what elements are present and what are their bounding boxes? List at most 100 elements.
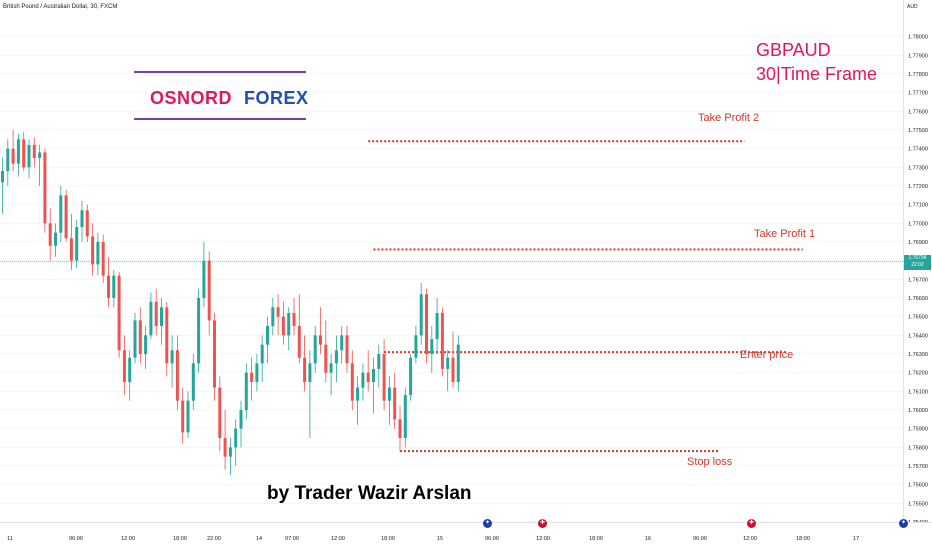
brand-bottom-line bbox=[134, 118, 306, 120]
time-tick-label: 18:00 bbox=[589, 536, 603, 542]
candle bbox=[409, 354, 413, 401]
candle bbox=[425, 288, 428, 364]
candle bbox=[6, 139, 10, 186]
price-tick-label: 1.76500 bbox=[908, 315, 928, 321]
candle-body bbox=[48, 223, 52, 246]
candle-body bbox=[112, 275, 116, 298]
time-axis-scale: 11 06:00 12:00 18:00 22:00 14 07:00 12:00 18:00 1… bbox=[7, 536, 859, 542]
candle bbox=[255, 354, 259, 392]
candle-body bbox=[356, 387, 360, 401]
time-tick-label: 06:00 bbox=[69, 536, 83, 542]
axis-currency: AUD bbox=[907, 4, 918, 10]
candle bbox=[107, 256, 110, 308]
candle bbox=[271, 298, 275, 336]
candle bbox=[75, 219, 79, 269]
candle-body bbox=[435, 312, 439, 340]
candle bbox=[361, 363, 365, 401]
price-tick-label: 1.77000 bbox=[908, 221, 928, 227]
candle bbox=[202, 242, 206, 308]
candle bbox=[85, 204, 89, 242]
candle-body bbox=[366, 372, 370, 382]
time-tick-label: 06:00 bbox=[485, 536, 499, 542]
price-tick-label: 1.76600 bbox=[908, 296, 928, 302]
bar-countdown: 22:02 bbox=[911, 261, 924, 268]
candle bbox=[11, 130, 15, 172]
time-tick-label: 11 bbox=[7, 536, 13, 542]
candle bbox=[32, 137, 36, 168]
candle bbox=[356, 376, 360, 425]
candle bbox=[64, 189, 68, 242]
candle-body bbox=[64, 195, 68, 239]
candle-body bbox=[91, 236, 95, 265]
time-tick-label: 18:00 bbox=[796, 536, 810, 542]
candle bbox=[133, 312, 137, 364]
candle-body bbox=[191, 363, 195, 401]
candle-body bbox=[382, 354, 386, 401]
candle-body bbox=[303, 357, 307, 382]
candle-body bbox=[393, 387, 397, 420]
candlestick-chart[interactable] bbox=[0, 0, 903, 523]
candle bbox=[213, 312, 216, 401]
candle-body bbox=[128, 357, 132, 382]
candle bbox=[154, 288, 158, 336]
time-tick-label: 07:00 bbox=[285, 536, 299, 542]
candle bbox=[218, 376, 222, 452]
uk-flag-icon[interactable]: ✚ bbox=[538, 519, 547, 528]
candle bbox=[1, 158, 4, 214]
australia-flag-icon[interactable]: ✦ bbox=[483, 519, 492, 528]
price-tick-label: 1.76300 bbox=[908, 352, 928, 358]
candle bbox=[345, 326, 349, 373]
candle-body bbox=[54, 232, 57, 246]
candle-body bbox=[213, 320, 216, 388]
candle-body bbox=[133, 320, 137, 358]
candle-body bbox=[11, 148, 15, 164]
candle bbox=[239, 400, 243, 448]
candle-body bbox=[361, 372, 365, 388]
brand-top-line bbox=[134, 71, 306, 73]
australia-flag-icon[interactable]: ✦ bbox=[899, 519, 908, 528]
candle bbox=[181, 387, 185, 444]
uk-flag-icon[interactable]: ✚ bbox=[747, 519, 756, 528]
candle-body bbox=[276, 307, 280, 317]
candle bbox=[446, 350, 450, 392]
candle-body bbox=[32, 144, 36, 158]
candle-body bbox=[101, 242, 105, 276]
candle-body bbox=[297, 326, 301, 358]
candle-body bbox=[451, 357, 455, 382]
chart-area[interactable] bbox=[0, 0, 903, 523]
candle bbox=[69, 214, 73, 270]
candle bbox=[91, 223, 95, 276]
candle-body bbox=[117, 275, 121, 351]
brand-part-2: FOREX bbox=[244, 88, 309, 108]
candle bbox=[297, 294, 301, 364]
candle bbox=[80, 200, 84, 242]
candle-body bbox=[27, 144, 31, 168]
candle-body bbox=[175, 350, 179, 401]
candle-body bbox=[75, 227, 79, 261]
symbol-title: British Pound / Australian Dollar, 30, F… bbox=[3, 4, 118, 10]
time-tick-label: 15 bbox=[437, 536, 443, 542]
candle-body bbox=[387, 387, 391, 401]
candle bbox=[207, 251, 211, 336]
candle-body bbox=[22, 139, 26, 168]
candle-body bbox=[228, 447, 232, 457]
price-tick-label: 1.76900 bbox=[908, 240, 928, 246]
candle bbox=[303, 335, 307, 392]
time-tick-label: 18:00 bbox=[381, 536, 395, 542]
candle-body bbox=[345, 335, 349, 364]
candle bbox=[138, 307, 142, 364]
candle-body bbox=[197, 298, 201, 364]
candle bbox=[403, 387, 407, 448]
candle bbox=[149, 292, 153, 340]
candle-body bbox=[319, 335, 322, 345]
candle bbox=[329, 354, 333, 396]
candle bbox=[430, 326, 434, 373]
candle-body bbox=[207, 260, 211, 321]
candle-body bbox=[377, 354, 381, 369]
price-axis-scale: 1.78000 1.77900 1.77800 1.77700 1.77600 1.775… bbox=[908, 35, 928, 526]
candle-body bbox=[440, 312, 444, 369]
time-tick-label: 12:00 bbox=[536, 536, 550, 542]
time-axis[interactable]: 11 06:00 12:00 18:00 22:00 14 07:00 12:00 18:00 1… bbox=[0, 522, 932, 551]
price-axis[interactable]: 1.78000 1.77900 1.77800 1.77700 1.77600 1.775… bbox=[903, 0, 932, 526]
candle-body bbox=[271, 307, 275, 326]
